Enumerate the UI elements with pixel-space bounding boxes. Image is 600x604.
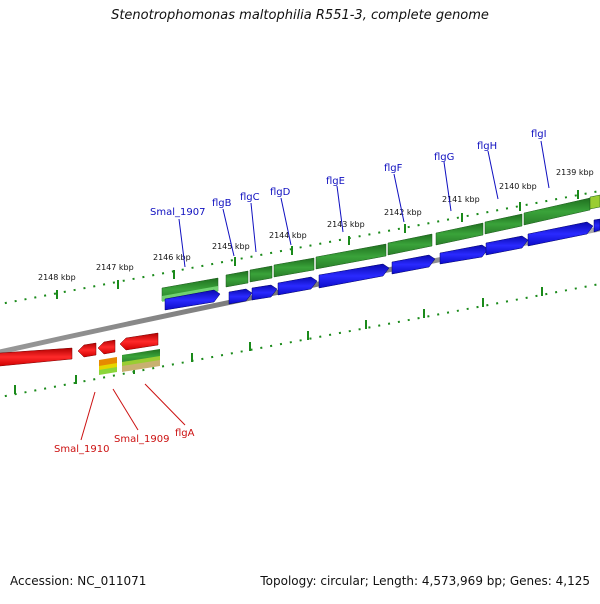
kbp-label: 2146 kbp (153, 253, 191, 262)
reverse-gene-arrow[interactable] (97, 339, 116, 355)
kbp-label: 2140 kbp (499, 182, 537, 191)
kbp-label: 2145 kbp (212, 242, 250, 251)
gene-arrow[interactable] (435, 222, 484, 246)
kbp-label: 2148 kbp (38, 273, 76, 282)
reverse-gene-arrow[interactable] (0, 347, 73, 367)
reverse-gene-band (0, 332, 159, 367)
top-tick-track (0, 189, 600, 306)
reverse-feature-band (99, 349, 160, 375)
feature-block[interactable] (122, 349, 160, 364)
kbp-labels: 2148 kbp 2147 kbp 2146 kbp 2145 kbp 2144… (38, 168, 594, 282)
cds-arrow[interactable] (251, 284, 278, 301)
accession-text: Accession: NC_011071 (10, 574, 147, 588)
feature-block[interactable] (99, 363, 117, 371)
cds-arrow[interactable] (164, 289, 221, 311)
gene-arrow[interactable] (225, 270, 249, 288)
kbp-label: 2147 kbp (96, 263, 134, 272)
cds-arrow[interactable] (593, 218, 600, 233)
gene-label[interactable]: Smal_1907 (150, 207, 205, 218)
gene-arrow[interactable] (523, 197, 591, 226)
gene-label[interactable]: flgE (326, 176, 345, 187)
gene-arrow[interactable] (589, 194, 600, 210)
bottom-tick-track (0, 282, 600, 399)
cds-arrow[interactable] (485, 235, 529, 256)
cds-arrow[interactable] (318, 263, 390, 289)
gene-arrow[interactable] (273, 257, 315, 278)
feature-block[interactable] (122, 360, 160, 372)
reverse-leader-lines (80, 383, 186, 441)
genome-summary-text: Topology: circular; Length: 4,573,969 bp… (260, 574, 590, 588)
kbp-label: 2143 kbp (327, 220, 365, 229)
kbp-label: 2139 kbp (556, 168, 594, 177)
major-ticks-bottom (14, 287, 543, 394)
cds-arrow[interactable] (439, 244, 489, 265)
forward-cds-band (164, 218, 600, 311)
forward-leader-lines (178, 140, 550, 268)
gene-label[interactable]: Smal_1910 (54, 444, 109, 455)
gene-arrow[interactable] (315, 243, 387, 270)
kbp-label: 2144 kbp (269, 231, 307, 240)
forward-gene-labels: Smal_1907 flgB flgC flgD flgE flgF flgG … (150, 129, 547, 218)
gene-label[interactable]: flgD (270, 187, 291, 198)
kbp-label: 2142 kbp (384, 208, 422, 217)
gene-label[interactable]: flgI (531, 129, 547, 140)
feature-block[interactable] (122, 356, 160, 367)
feature-block[interactable] (99, 367, 117, 375)
major-ticks-top (56, 190, 579, 299)
cds-arrow[interactable] (527, 221, 594, 247)
reverse-gene-labels: Smal_1910 Smal_1909 flgA (54, 428, 195, 455)
reverse-gene-arrow[interactable] (119, 332, 159, 351)
cds-arrow[interactable] (391, 254, 436, 275)
gene-label[interactable]: flgA (175, 428, 195, 439)
cds-arrow[interactable] (277, 276, 318, 296)
forward-gene-band (161, 194, 600, 302)
gene-label[interactable]: flgF (384, 163, 403, 174)
gene-label[interactable]: flgG (434, 152, 454, 163)
gene-label[interactable]: flgB (212, 198, 232, 209)
cds-arrow[interactable] (228, 288, 253, 305)
gene-label[interactable]: flgC (240, 192, 260, 203)
gene-label[interactable]: Smal_1909 (114, 434, 169, 445)
reverse-gene-arrow[interactable] (77, 342, 97, 358)
gene-arrow[interactable] (249, 265, 273, 283)
kbp-label: 2141 kbp (442, 195, 480, 204)
gene-arrow[interactable] (484, 213, 523, 235)
map-title: Stenotrophomonas maltophilia R551-3, com… (111, 8, 489, 23)
gene-arrow[interactable] (387, 233, 433, 256)
gene-label[interactable]: flgH (477, 141, 497, 152)
